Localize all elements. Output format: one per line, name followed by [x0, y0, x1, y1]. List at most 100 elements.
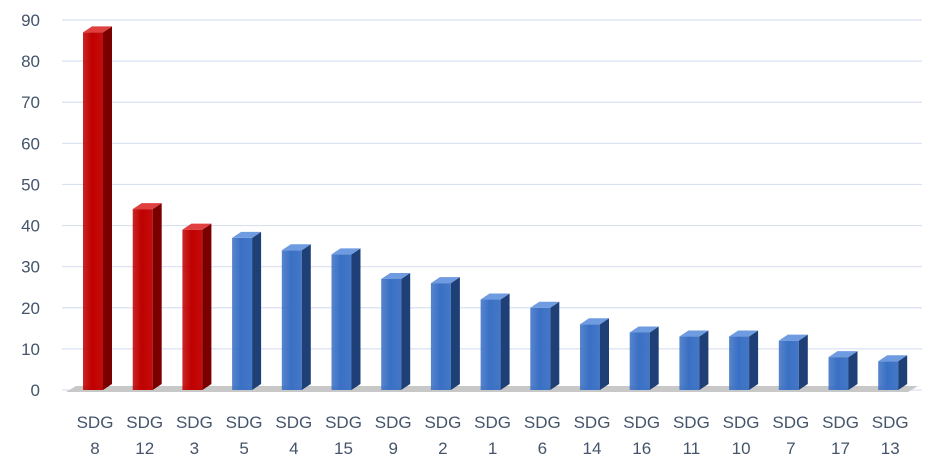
- bar-side: [401, 273, 410, 390]
- y-tick-label: 30: [21, 258, 40, 277]
- x-category-label: 8: [90, 439, 99, 458]
- bar-sdg-14: [580, 318, 609, 390]
- bar-side: [153, 203, 162, 390]
- bar-side: [650, 326, 659, 390]
- x-category-label: 6: [538, 439, 547, 458]
- bar-front: [878, 361, 898, 390]
- bar-sdg-17: [829, 351, 858, 390]
- x-category-label: 2: [438, 439, 447, 458]
- bars: [83, 26, 907, 390]
- x-category-label: 7: [786, 439, 795, 458]
- bar-front: [282, 250, 302, 390]
- bar-sdg-9: [381, 273, 410, 390]
- x-category-label: 5: [239, 439, 248, 458]
- y-axis-ticks: 0 10 20 30 40 50 60 70 80 90: [21, 11, 40, 400]
- bar-front: [829, 357, 849, 390]
- bar-front: [779, 341, 799, 390]
- bar-side: [352, 248, 361, 390]
- bar-sdg-12: [133, 203, 162, 390]
- x-category-label: SDG: [126, 413, 163, 432]
- bar-front: [729, 337, 749, 390]
- bar-side: [849, 351, 858, 390]
- x-category-label: SDG: [474, 413, 511, 432]
- x-category-label: SDG: [176, 413, 213, 432]
- y-tick-label: 80: [21, 52, 40, 71]
- bar-front: [332, 254, 352, 390]
- x-category-label: 4: [289, 439, 298, 458]
- bar-side: [451, 277, 460, 390]
- y-tick-label: 20: [21, 299, 40, 318]
- x-category-label: 15: [334, 439, 353, 458]
- x-category-label: SDG: [226, 413, 263, 432]
- y-tick-label: 40: [21, 217, 40, 236]
- x-category-label: 16: [632, 439, 651, 458]
- bar-side: [898, 355, 907, 390]
- bar-side: [699, 331, 708, 390]
- bar-front: [530, 308, 550, 390]
- bar-sdg-3: [182, 224, 211, 390]
- y-tick-label: 50: [21, 175, 40, 194]
- x-category-label: SDG: [524, 413, 561, 432]
- x-category-label: SDG: [723, 413, 760, 432]
- x-category-label: 10: [732, 439, 751, 458]
- bar-sdg-10: [729, 331, 758, 390]
- x-category-label: SDG: [872, 413, 909, 432]
- x-category-label: 9: [388, 439, 397, 458]
- bar-side: [600, 318, 609, 390]
- bar-side: [550, 302, 559, 390]
- bar-sdg-4: [282, 244, 311, 390]
- x-category-label: SDG: [424, 413, 461, 432]
- x-category-label: 12: [135, 439, 154, 458]
- x-category-label: SDG: [77, 413, 114, 432]
- x-category-label: 3: [190, 439, 199, 458]
- y-tick-label: 10: [21, 340, 40, 359]
- bar-side: [202, 224, 211, 390]
- x-category-label: SDG: [275, 413, 312, 432]
- bar-side: [103, 26, 112, 390]
- x-category-label: SDG: [772, 413, 809, 432]
- bar-side: [252, 232, 261, 390]
- bar-front: [679, 337, 699, 390]
- x-category-label: 1: [488, 439, 497, 458]
- x-category-label: 14: [583, 439, 602, 458]
- x-category-label: 17: [831, 439, 850, 458]
- y-tick-label: 60: [21, 134, 40, 153]
- bar-sdg-11: [679, 331, 708, 390]
- bar-sdg-6: [530, 302, 559, 390]
- bar-front: [182, 230, 202, 390]
- y-tick-label: 70: [21, 93, 40, 112]
- bar-sdg-8: [83, 26, 112, 390]
- bar-front: [630, 332, 650, 390]
- bar-front: [232, 238, 252, 390]
- bar-sdg-16: [630, 326, 659, 390]
- x-category-label: SDG: [623, 413, 660, 432]
- bar-front: [481, 300, 501, 390]
- y-tick-label: 0: [31, 381, 40, 400]
- bar-front: [431, 283, 451, 390]
- x-axis-labels: SDG 8 SDG 12 SDG 3 SDG 5 SDG 4 SDG 15 SDG 9 SDG 2 SDG 1 SD…: [77, 413, 909, 458]
- x-category-label: 11: [683, 439, 701, 458]
- x-category-label: SDG: [574, 413, 611, 432]
- bar-side: [749, 331, 758, 390]
- x-category-label: SDG: [673, 413, 710, 432]
- bar-front: [83, 32, 103, 390]
- bar-side: [302, 244, 311, 390]
- bar-sdg-2: [431, 277, 460, 390]
- x-category-label: SDG: [325, 413, 362, 432]
- bar-sdg-5: [232, 232, 261, 390]
- y-tick-label: 90: [21, 11, 40, 30]
- bar-front: [381, 279, 401, 390]
- bar-front: [133, 209, 153, 390]
- bar-front: [580, 324, 600, 390]
- bar-sdg-15: [332, 248, 361, 390]
- bar-side: [799, 335, 808, 390]
- bar-sdg-13: [878, 355, 907, 390]
- x-category-label: SDG: [375, 413, 412, 432]
- bar-side: [501, 294, 510, 390]
- bar-sdg-7: [779, 335, 808, 390]
- bar-sdg-1: [481, 294, 510, 390]
- x-category-label: SDG: [822, 413, 859, 432]
- x-category-label: 13: [881, 439, 900, 458]
